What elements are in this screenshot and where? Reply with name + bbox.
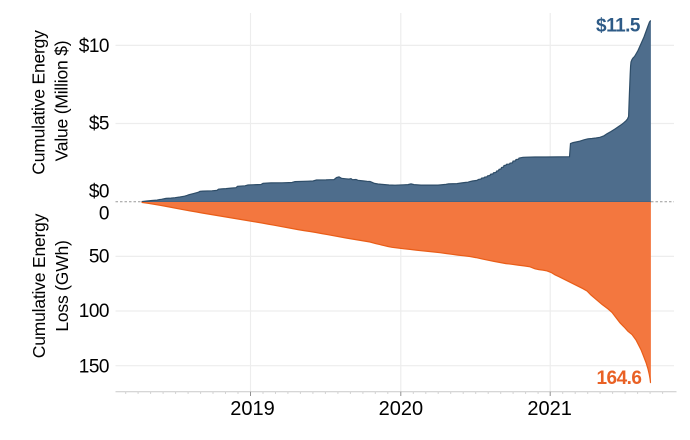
svg-text:100: 100 <box>79 301 109 322</box>
svg-text:2020: 2020 <box>379 398 424 420</box>
svg-text:Value (Million $): Value (Million $) <box>52 41 72 162</box>
svg-text:$0: $0 <box>89 182 109 203</box>
svg-text:2021: 2021 <box>527 398 572 420</box>
svg-text:Loss (GWh): Loss (GWh) <box>52 240 72 331</box>
svg-text:$11.5: $11.5 <box>596 15 641 36</box>
svg-text:150: 150 <box>79 357 109 378</box>
svg-text:$5: $5 <box>89 114 109 135</box>
svg-text:Cumulative Energy: Cumulative Energy <box>29 213 49 358</box>
svg-text:$10: $10 <box>79 36 109 57</box>
svg-text:Cumulative Energy: Cumulative Energy <box>29 30 49 175</box>
svg-text:50: 50 <box>89 247 109 268</box>
svg-text:164.6: 164.6 <box>596 368 641 389</box>
svg-text:2019: 2019 <box>230 398 275 420</box>
svg-text:0: 0 <box>99 204 109 225</box>
